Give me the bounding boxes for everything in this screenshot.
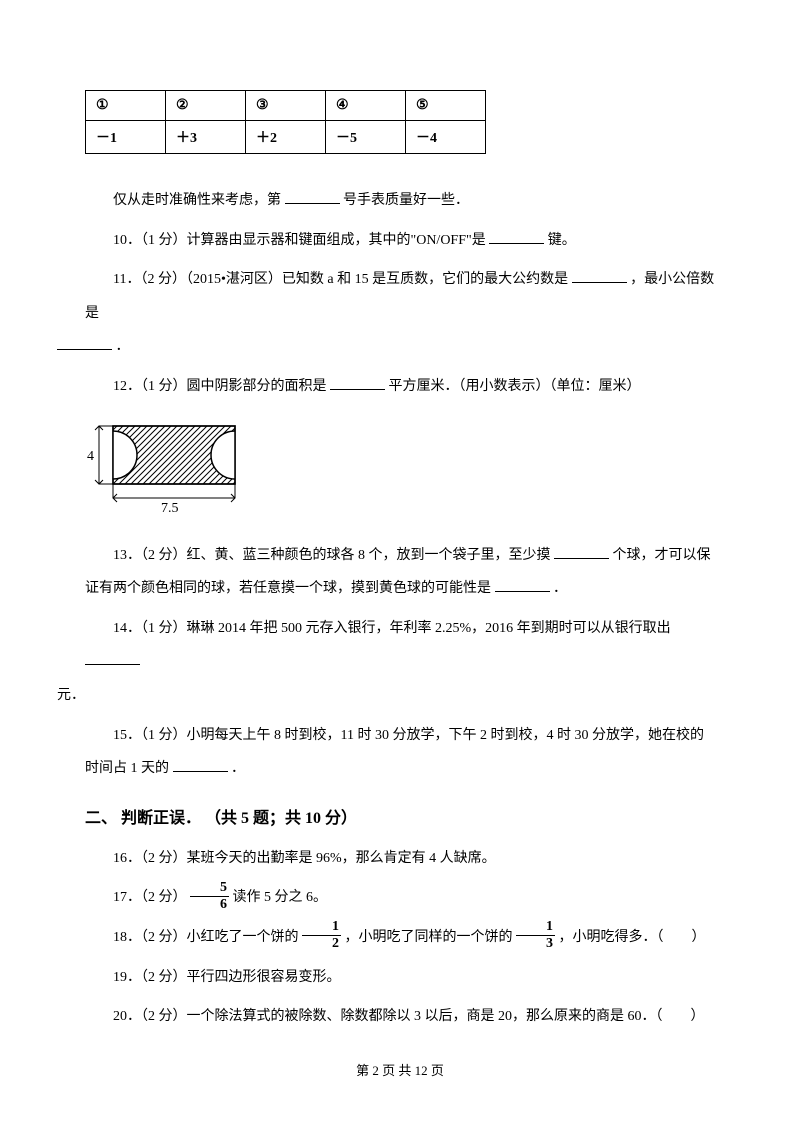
- denominator: 2: [302, 936, 341, 951]
- text: 14．（1 分）琳琳 2014 年把 500 元存入银行，年利率 2.25%，2…: [113, 621, 671, 636]
- text: ，小明吃了同样的一个饼的: [345, 930, 517, 945]
- text: 平方厘米．（用小数表示）（单位：厘米）: [389, 379, 641, 394]
- cell: －4: [406, 121, 486, 154]
- question-10: 10．（1 分）计算器由显示器和键面组成，其中的"ON/OFF"是 键。: [85, 224, 715, 258]
- blank: [173, 758, 228, 772]
- section-2-title: 二、 判断正误． （共 5 题；共 10 分）: [85, 804, 715, 828]
- text: 13．（2 分）红、黄、蓝三种颜色的球各 8 个，放到一个袋子里，至少摸: [113, 548, 551, 563]
- numerator: 1: [516, 920, 555, 936]
- question-18: 18．（2 分）小红吃了一个饼的 1 2 ，小明吃了同样的一个饼的 1 3 ，小…: [85, 921, 715, 955]
- page-footer: 第 2 页 共 12 页: [85, 1060, 715, 1079]
- page-container: ① ② ③ ④ ⑤ －1 ＋3 ＋2 －5 －4 仅从走时准确性来考虑，第 号手…: [0, 0, 800, 1119]
- question-13: 13．（2 分）红、黄、蓝三种颜色的球各 8 个，放到一个袋子里，至少摸 个球，…: [85, 539, 715, 606]
- dim-width: 7.5: [161, 501, 179, 516]
- blank: [85, 651, 140, 665]
- blank: [572, 269, 627, 283]
- question-15: 15．（1 分）小明每天上午 8 时到校，11 时 30 分放学，下午 2 时到…: [85, 719, 715, 786]
- blank: [554, 545, 609, 559]
- text: 号手表质量好一些．: [343, 193, 469, 208]
- figure-q12: 4 7.5: [85, 416, 715, 521]
- cell: ⑤: [406, 91, 486, 121]
- table-row: ① ② ③ ④ ⑤: [86, 91, 486, 121]
- cell: ①: [86, 91, 166, 121]
- cell: －5: [326, 121, 406, 154]
- text: 键。: [548, 233, 576, 248]
- text: ．: [116, 339, 130, 354]
- question-16: 16．（2 分）某班今天的出勤率是 96%，那么肯定有 4 人缺席。: [85, 842, 715, 876]
- cell: ＋2: [246, 121, 326, 154]
- blank: [495, 578, 550, 592]
- text: ，小明吃得多．（ ）: [559, 930, 706, 945]
- cell: －1: [86, 121, 166, 154]
- denominator: 3: [516, 936, 555, 951]
- question-12: 12．（1 分）圆中阴影部分的面积是 平方厘米．（用小数表示）（单位：厘米）: [85, 370, 715, 404]
- text: 18．（2 分）小红吃了一个饼的: [113, 930, 302, 945]
- fraction: 1 2: [302, 920, 341, 951]
- numerator: 5: [190, 881, 229, 897]
- fraction: 1 3: [516, 920, 555, 951]
- figure-svg: 4 7.5: [85, 416, 255, 516]
- text: ．: [231, 761, 245, 776]
- text: 元．: [57, 679, 85, 713]
- blank: [57, 336, 112, 350]
- question-19: 19．（2 分）平行四边形很容易变形。: [85, 961, 715, 995]
- text: 仅从走时准确性来考虑，第: [113, 193, 281, 208]
- data-table: ① ② ③ ④ ⑤ －1 ＋3 ＋2 －5 －4: [85, 90, 486, 154]
- cell: ＋3: [166, 121, 246, 154]
- cell: ③: [246, 91, 326, 121]
- blank: [489, 230, 544, 244]
- question-20: 20．（2 分）一个除法算式的被除数、除数都除以 3 以后，商是 20，那么原来…: [85, 1000, 715, 1034]
- question-intro: 仅从走时准确性来考虑，第 号手表质量好一些．: [85, 184, 715, 218]
- blank: [330, 376, 385, 390]
- question-11: 11．（2 分）（2015•湛河区）已知数 a 和 15 是互质数，它们的最大公…: [85, 263, 715, 364]
- table-row: －1 ＋3 ＋2 －5 －4: [86, 121, 486, 154]
- question-14: 14．（1 分）琳琳 2014 年把 500 元存入银行，年利率 2.25%，2…: [85, 612, 715, 713]
- denominator: 6: [190, 897, 229, 912]
- text: 11．（2 分）（2015•湛河区）已知数 a 和 15 是互质数，它们的最大公…: [113, 272, 568, 287]
- cell: ④: [326, 91, 406, 121]
- question-17: 17．（2 分） 5 6 读作 5 分之 6。: [85, 881, 715, 915]
- text: 17．（2 分）: [113, 890, 187, 905]
- text: 12．（1 分）圆中阴影部分的面积是: [113, 379, 327, 394]
- numerator: 1: [302, 920, 341, 936]
- text: 读作 5 分之 6。: [233, 890, 328, 905]
- fraction: 5 6: [190, 881, 229, 912]
- text: ．: [553, 581, 567, 596]
- cell: ②: [166, 91, 246, 121]
- text: 10．（1 分）计算器由显示器和键面组成，其中的"ON/OFF"是: [113, 233, 486, 248]
- dim-height: 4: [87, 449, 94, 464]
- blank: [285, 190, 340, 204]
